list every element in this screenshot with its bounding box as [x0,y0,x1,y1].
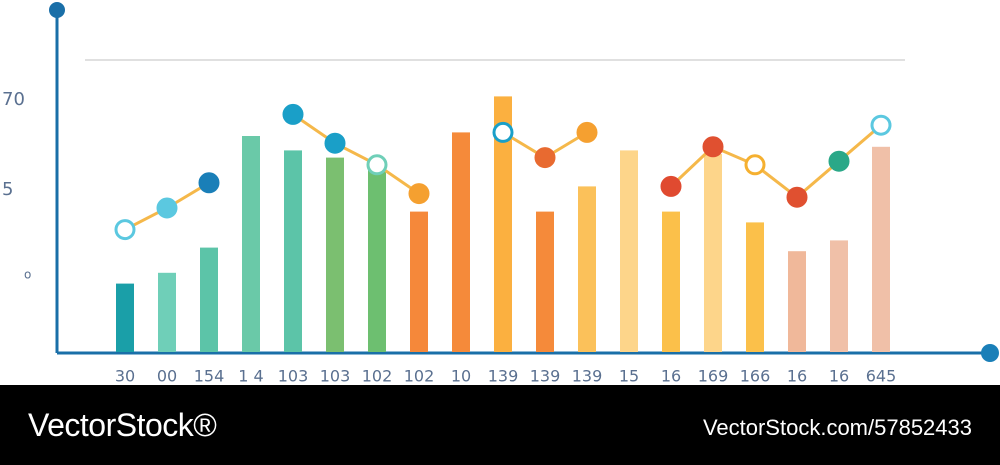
bar [788,251,806,352]
y-label: o [24,268,31,282]
line-point [828,150,850,172]
bar [284,150,302,352]
bar [536,211,554,352]
axis-cap [49,2,65,18]
chart: 70 5 o 30 00 154 1 4 103 103 102 102 10 139 139 139… [2,2,999,386]
bar [158,272,176,352]
line-point [576,121,598,143]
x-tick-label: 10 [451,367,471,386]
x-tick-label: 102 [362,367,393,386]
bar [326,157,344,352]
x-tick-label: 645 [866,367,897,386]
footer: VectorStock® VectorStock.com/57852433 [0,385,1000,465]
line-point [492,121,514,143]
line-point [660,175,682,197]
line-point [114,219,136,241]
bar [830,240,848,352]
x-tick-label: 16 [829,367,849,386]
bar [872,146,890,352]
bar [662,211,680,352]
bar [368,168,386,352]
x-tick-label: 103 [320,367,351,386]
x-tick-label: 139 [530,367,561,386]
x-tick-label: 15 [619,367,639,386]
axis-cap [981,344,999,362]
reference: VectorStock.com/57852433 [702,415,972,440]
x-tick-label: 169 [698,367,729,386]
x-tick-label: 166 [740,367,771,386]
x-tick-label: 139 [488,367,519,386]
bar [116,283,134,352]
line-point [744,154,766,176]
line-point [282,103,304,125]
bar [620,150,638,352]
line-point [786,186,808,208]
x-tick-label: 16 [661,367,681,386]
line-point [870,114,892,136]
y-label: 5 [2,179,13,200]
line-point [534,147,556,169]
bar [242,136,260,352]
line-point [324,132,346,154]
x-tick-label: 102 [404,367,435,386]
brand: VectorStock® [28,407,217,443]
x-tick-label: 1 4 [238,367,263,386]
line [292,113,420,195]
line-point [156,197,178,219]
bar [578,186,596,352]
bar [410,211,428,352]
x-tick-label: 30 [115,367,135,386]
bar [494,96,512,353]
x-tick-label: 139 [572,367,603,386]
y-label: 70 [2,89,25,110]
line-point [198,172,220,194]
line-point [408,183,430,205]
line-point [702,136,724,158]
x-tick-label: 154 [194,367,225,386]
line-point [366,154,388,176]
bar [452,132,470,352]
x-tick-label: 103 [278,367,309,386]
bar [704,154,722,352]
bar [746,222,764,352]
bar [200,247,218,352]
x-tick-label: 00 [157,367,177,386]
x-tick-label: 16 [787,367,807,386]
